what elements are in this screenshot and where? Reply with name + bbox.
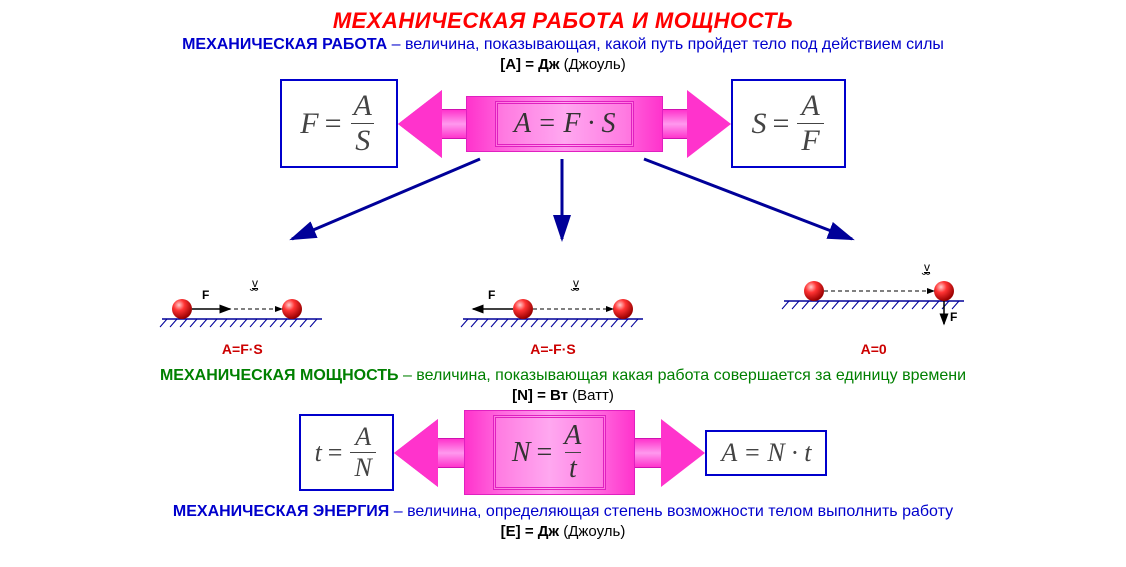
work-diagram-2: F v A=-F·S (453, 269, 653, 357)
svg-text:F: F (202, 288, 209, 302)
work-diagram-row: F v A=F·S F v A=-F·S (92, 259, 1034, 357)
svg-text:F: F (950, 310, 957, 324)
power-center-den: t (565, 452, 581, 483)
power-unit-line: [N] = Вт (Ватт) (12, 387, 1114, 404)
work-left-lhs: F (300, 109, 318, 139)
work-right-lhs: S (751, 109, 766, 139)
work-unit-line: [A] = Дж (Джоуль) (12, 56, 1114, 73)
energy-term: МЕХАНИЧЕСКАЯ ЭНЕРГИЯ (173, 503, 389, 520)
work-caption-2: A=-F·S (530, 341, 576, 357)
power-formula-right: A = N · t (705, 430, 827, 476)
power-term: МЕХАНИЧЕСКАЯ МОЩНОСТЬ (160, 367, 399, 384)
svg-text:v: v (252, 276, 258, 290)
work-dash: – (387, 36, 405, 53)
diagram-2-svg: F v (453, 269, 653, 329)
arrow-left-icon (398, 90, 466, 158)
arrow-right-icon-2 (635, 419, 705, 487)
arrow-left-icon-2 (394, 419, 464, 487)
power-left-num: A (351, 424, 375, 452)
power-center-lhs: N (512, 437, 531, 469)
power-formula-left: t= AN (299, 414, 394, 491)
svg-text:v: v (573, 276, 579, 290)
arrow-right-icon (663, 90, 731, 158)
work-def-text: величина, показывающая, какой путь пройд… (405, 36, 944, 53)
power-unit-bold: [N] = Вт (512, 387, 568, 404)
work-formula-right: S= AF (731, 79, 845, 168)
work-unit-bold: [A] = Дж (500, 56, 559, 73)
work-caption-1: A=F·S (222, 341, 263, 357)
work-unit-light: (Джоуль) (559, 56, 625, 73)
power-right-text: A = N · t (721, 440, 811, 466)
work-term: МЕХАНИЧЕСКАЯ РАБОТА (182, 36, 387, 53)
power-definition-line: МЕХАНИЧЕСКАЯ МОЩНОСТЬ – величина, показы… (12, 367, 1114, 385)
work-diagram-3: F v A=0 (774, 259, 974, 357)
power-formula-row: t= AN N= At A = N · t (12, 410, 1114, 495)
work-caption-3: A=0 (861, 341, 887, 357)
power-def-text: величина, показывающая какая работа сове… (416, 367, 966, 384)
energy-definition-line: МЕХАНИЧЕСКАЯ ЭНЕРГИЯ – величина, определ… (12, 503, 1114, 521)
energy-dash: – (389, 503, 407, 520)
power-formula-center: N= At (493, 415, 607, 490)
power-left-lhs: t (315, 440, 322, 466)
work-formula-center: A = F · S (495, 101, 635, 147)
work-right-den: F (797, 123, 823, 156)
power-center-num: A (560, 422, 585, 452)
power-formula-center-box: N= At (464, 410, 636, 495)
work-left-den: S (351, 123, 374, 156)
work-formula-center-box: A = F · S (466, 96, 664, 152)
energy-unit-line: [E] = Дж (Джоуль) (12, 523, 1114, 540)
diagram-1-svg: F v (152, 269, 332, 329)
energy-unit-bold: [E] = Дж (501, 523, 559, 540)
work-right-num: A (797, 91, 823, 123)
work-formula-row: F= AS A = F · S S= AF (12, 79, 1114, 168)
work-left-num: A (350, 91, 376, 123)
power-unit-light: (Ватт) (568, 387, 614, 404)
work-definition-line: МЕХАНИЧЕСКАЯ РАБОТА – величина, показыва… (12, 36, 1114, 54)
work-diagram-1: F v A=F·S (152, 269, 332, 357)
svg-text:v: v (924, 260, 930, 274)
energy-unit-light: (Джоуль) (559, 523, 625, 540)
work-formula-left: F= AS (280, 79, 398, 168)
svg-text:F: F (488, 288, 495, 302)
main-title: МЕХАНИЧЕСКАЯ РАБОТА И МОЩНОСТЬ (12, 8, 1114, 34)
diagram-3-svg: F v (774, 259, 974, 329)
power-left-den: N (350, 452, 375, 481)
power-dash: – (399, 367, 417, 384)
energy-def-text: величина, определяющая степень возможнос… (407, 503, 953, 520)
